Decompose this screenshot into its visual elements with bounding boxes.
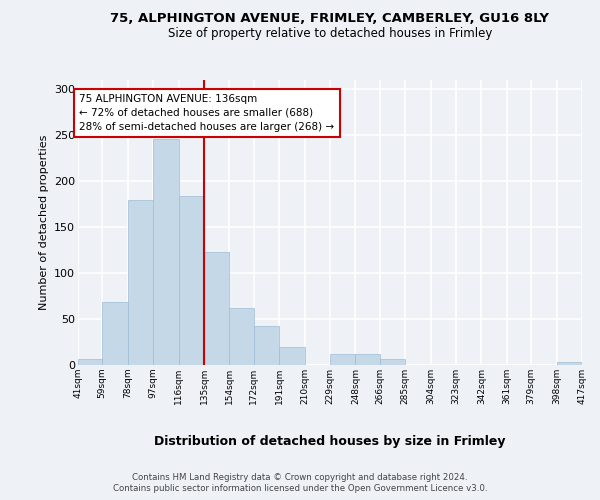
Y-axis label: Number of detached properties: Number of detached properties — [38, 135, 49, 310]
Bar — [254, 326, 279, 365]
Bar — [557, 362, 582, 365]
Bar — [355, 354, 380, 365]
Text: Size of property relative to detached houses in Frimley: Size of property relative to detached ho… — [168, 28, 492, 40]
Bar — [78, 358, 102, 365]
Bar — [128, 200, 153, 365]
Text: 75 ALPHINGTON AVENUE: 136sqm
← 72% of detached houses are smaller (688)
28% of s: 75 ALPHINGTON AVENUE: 136sqm ← 72% of de… — [79, 94, 334, 132]
Bar — [102, 302, 128, 365]
Bar — [380, 358, 405, 365]
Bar — [204, 252, 229, 365]
Text: Contains public sector information licensed under the Open Government Licence v3: Contains public sector information licen… — [113, 484, 487, 493]
Bar — [279, 346, 305, 365]
Bar — [330, 354, 355, 365]
Bar — [229, 308, 254, 365]
Text: 75, ALPHINGTON AVENUE, FRIMLEY, CAMBERLEY, GU16 8LY: 75, ALPHINGTON AVENUE, FRIMLEY, CAMBERLE… — [110, 12, 550, 26]
Text: Distribution of detached houses by size in Frimley: Distribution of detached houses by size … — [154, 435, 506, 448]
Bar — [153, 139, 179, 365]
Text: Contains HM Land Registry data © Crown copyright and database right 2024.: Contains HM Land Registry data © Crown c… — [132, 472, 468, 482]
Bar — [179, 196, 204, 365]
